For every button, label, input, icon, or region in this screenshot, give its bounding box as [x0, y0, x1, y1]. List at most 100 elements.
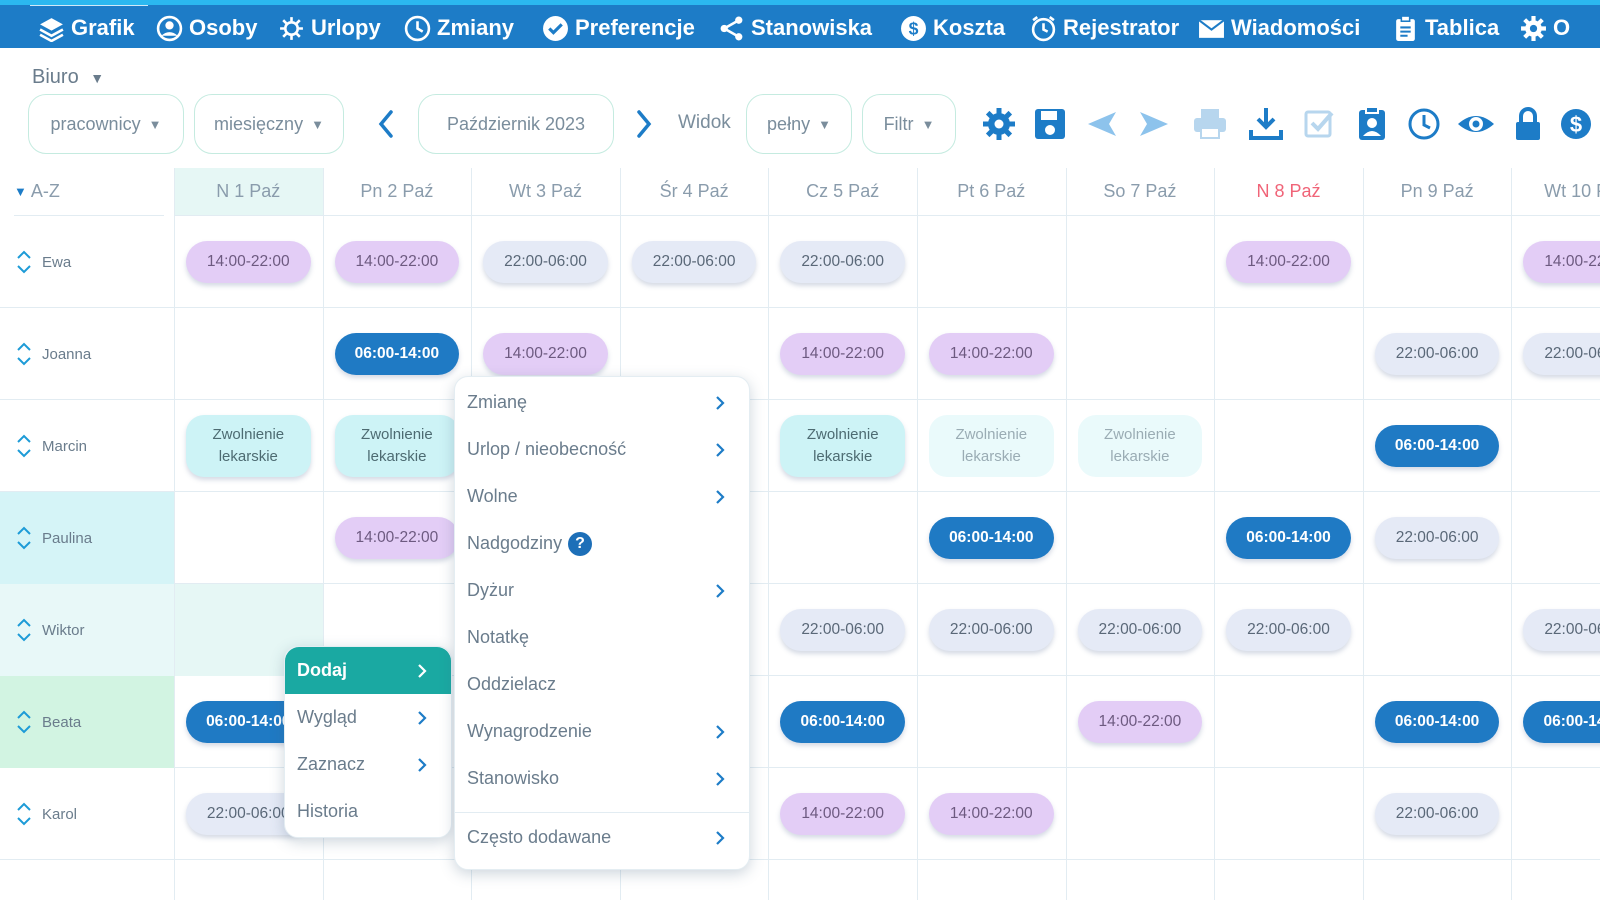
context-menu-item[interactable]: Zaznacz: [285, 741, 451, 788]
day-header[interactable]: So 7 Paź: [1065, 168, 1215, 216]
office-selector[interactable]: Biuro ▼: [32, 66, 104, 89]
submenu-item[interactable]: Zmianę: [455, 379, 749, 426]
nav-item-7[interactable]: $ Koszta: [900, 13, 1005, 43]
month-display[interactable]: Październik 2023: [418, 94, 614, 154]
shift-chip[interactable]: 14:00-22:00: [483, 333, 608, 375]
shift-chip[interactable]: Zwolnienie lekarskie: [1077, 415, 1203, 477]
shift-chip[interactable]: 06:00-14:00: [1374, 425, 1500, 467]
clock-button[interactable]: [1404, 104, 1444, 144]
shift-chip[interactable]: 22:00-06:00: [1077, 609, 1203, 651]
settings-button[interactable]: [979, 104, 1019, 144]
employee-name-cell[interactable]: Karol: [0, 768, 174, 860]
nav-item-8[interactable]: Rejestrator: [1030, 13, 1179, 43]
shift-chip[interactable]: 06:00-14:00: [334, 333, 460, 375]
submenu-item[interactable]: Nadgodziny?: [455, 520, 749, 567]
shift-chip[interactable]: 22:00-06:00: [1226, 609, 1351, 651]
clipboard-user-button[interactable]: [1352, 104, 1392, 144]
shift-chip[interactable]: 22:00-06:00: [1374, 333, 1500, 375]
nav-item-3[interactable]: Urlopy: [278, 13, 381, 43]
shift-chip[interactable]: Zwolnienie lekarskie: [929, 415, 1054, 477]
shift-chip[interactable]: 14:00-22:00: [1077, 701, 1203, 743]
save-button[interactable]: [1030, 104, 1070, 144]
shift-chip[interactable]: 22:00-06:00: [483, 241, 608, 283]
prev-month-button[interactable]: [372, 106, 402, 142]
day-header[interactable]: Pn 2 Paź: [322, 168, 472, 216]
submenu-item[interactable]: Dyżur: [455, 567, 749, 614]
view-select[interactable]: pełny ▼: [746, 94, 852, 154]
nav-item-1[interactable]: Grafik: [38, 13, 135, 43]
drag-handle-icon[interactable]: [14, 247, 34, 277]
filter-button[interactable]: Filtr ▼: [862, 94, 956, 154]
shift-chip[interactable]: 22:00-06:00: [1374, 793, 1500, 835]
nav-item-4[interactable]: Zmiany: [404, 13, 514, 43]
shift-chip[interactable]: 06:00-14:00: [780, 701, 905, 743]
shift-chip[interactable]: 22:00-06:00: [1374, 517, 1500, 559]
shift-chip[interactable]: 06:00-14:00: [1523, 701, 1600, 743]
arrow-left-button[interactable]: [1082, 104, 1122, 144]
drag-handle-icon[interactable]: [14, 707, 34, 737]
submenu-item[interactable]: Urlop / nieobecność: [455, 426, 749, 473]
drag-handle-icon[interactable]: [14, 339, 34, 369]
drag-handle-icon[interactable]: [14, 523, 34, 553]
shift-chip[interactable]: 14:00-22:00: [1523, 241, 1600, 283]
employee-name-cell[interactable]: Wiktor: [0, 584, 174, 676]
day-header[interactable]: Wt 3 Paź: [471, 168, 620, 216]
print-button[interactable]: [1190, 104, 1230, 144]
day-header[interactable]: N 8 Paź: [1214, 168, 1363, 216]
nav-item-9[interactable]: Wiadomości: [1198, 13, 1360, 43]
nav-item-5[interactable]: Preferencje: [542, 13, 695, 43]
dollar-button[interactable]: $: [1556, 104, 1596, 144]
period-select[interactable]: miesięczny ▼: [194, 94, 344, 154]
submenu-item[interactable]: Wolne: [455, 473, 749, 520]
context-menu-item[interactable]: Dodaj: [285, 647, 451, 694]
shift-chip[interactable]: 14:00-22:00: [334, 241, 460, 283]
download-button[interactable]: [1246, 104, 1286, 144]
shift-chip[interactable]: 14:00-22:00: [929, 793, 1054, 835]
day-header[interactable]: Pt 6 Paź: [917, 168, 1066, 216]
nav-item-10[interactable]: Tablica: [1392, 13, 1499, 43]
shift-chip[interactable]: 14:00-22:00: [780, 793, 905, 835]
shift-chip[interactable]: 22:00-06:00: [780, 241, 905, 283]
drag-handle-icon[interactable]: [14, 799, 34, 829]
shift-chip[interactable]: 22:00-06:00: [929, 609, 1054, 651]
employee-name-cell[interactable]: Ewa: [0, 216, 174, 308]
shift-chip[interactable]: 14:00-22:00: [780, 333, 905, 375]
drag-handle-icon[interactable]: [14, 615, 34, 645]
sort-az-header[interactable]: ▼ A-Z: [14, 168, 164, 216]
context-menu-item[interactable]: Wygląd: [285, 694, 451, 741]
shift-chip[interactable]: 22:00-06:00: [780, 609, 905, 651]
employee-name-cell[interactable]: Marcin: [0, 400, 174, 492]
shift-chip[interactable]: 22:00-06:00: [631, 241, 757, 283]
shift-chip[interactable]: 14:00-22:00: [929, 333, 1054, 375]
nav-item-6[interactable]: Stanowiska: [718, 13, 872, 43]
next-month-button[interactable]: [628, 106, 658, 142]
employee-name-cell[interactable]: Paulina: [0, 492, 174, 584]
day-header[interactable]: Pn 9 Paź: [1362, 168, 1512, 216]
checkbox-button[interactable]: [1300, 104, 1340, 144]
nav-item-2[interactable]: Osoby: [156, 13, 257, 43]
eye-button[interactable]: [1456, 104, 1496, 144]
submenu-item[interactable]: Stanowisko: [455, 755, 749, 802]
shift-chip[interactable]: Zwolnienie lekarskie: [334, 415, 460, 477]
shift-chip[interactable]: 22:00-06:00: [1523, 609, 1600, 651]
employees-filter-select[interactable]: pracownicy ▼: [28, 94, 184, 154]
nav-item-11[interactable]: O: [1520, 13, 1570, 43]
day-header[interactable]: N 1 Paź: [174, 168, 323, 216]
submenu-item[interactable]: Oddzielacz: [455, 661, 749, 708]
shift-chip[interactable]: 14:00-22:00: [334, 517, 460, 559]
day-header[interactable]: Śr 4 Paź: [619, 168, 769, 216]
employee-name-cell[interactable]: Joanna: [0, 308, 174, 400]
day-header[interactable]: Wt 10 Paź: [1511, 168, 1600, 216]
employee-name-cell[interactable]: Beata: [0, 676, 174, 768]
shift-chip[interactable]: 06:00-14:00: [1226, 517, 1351, 559]
shift-chip[interactable]: Zwolnienie lekarskie: [780, 415, 905, 477]
drag-handle-icon[interactable]: [14, 431, 34, 461]
help-icon[interactable]: ?: [568, 531, 593, 556]
submenu-item[interactable]: Notatkę: [455, 614, 749, 661]
lock-button[interactable]: [1508, 104, 1548, 144]
shift-chip[interactable]: 06:00-14:00: [929, 517, 1054, 559]
day-header[interactable]: Cz 5 Paź: [768, 168, 917, 216]
shift-chip[interactable]: 14:00-22:00: [1226, 241, 1351, 283]
shift-chip[interactable]: Zwolnienie lekarskie: [186, 415, 311, 477]
shift-chip[interactable]: 14:00-22:00: [186, 241, 311, 283]
